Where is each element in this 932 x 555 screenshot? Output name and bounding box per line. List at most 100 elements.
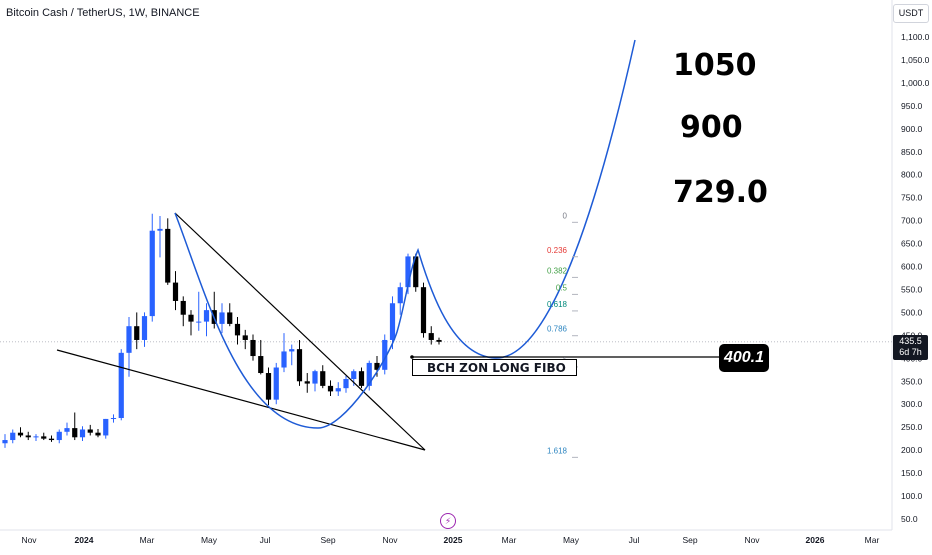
x-tick-label-9: May [563, 535, 580, 545]
x-tick-label-6: Nov [382, 535, 398, 545]
candle-body-6 [48, 438, 55, 441]
candle-body-41 [320, 371, 326, 386]
support-callout: 400.1 [719, 344, 769, 372]
candle-body-38 [296, 349, 303, 382]
candle-body-24 [188, 314, 194, 322]
candle-body-42 [327, 385, 334, 392]
candle-body-26 [203, 310, 210, 322]
x-tick-label-11: Sep [682, 535, 697, 545]
candle-body-49 [382, 339, 388, 370]
candle-body-2 [17, 432, 24, 436]
target-label-3: 729.0 [673, 175, 768, 210]
candle-body-56 [436, 339, 442, 342]
currency-badge[interactable]: USDT [893, 4, 929, 23]
candle-body-36 [281, 351, 287, 368]
y-tick-label-9: 650.0 [901, 239, 923, 249]
bar-countdown: 6d 7h [899, 347, 922, 357]
support-anchor [410, 355, 414, 359]
candle-body-34 [265, 373, 272, 400]
x-tick-label-2: Mar [140, 535, 155, 545]
x-tick-label-12: Nov [744, 535, 760, 545]
candle-body-17 [134, 326, 140, 340]
y-tick-label-7: 750.0 [901, 193, 923, 203]
x-tick-label-8: Mar [502, 535, 517, 545]
lower-trendline [56, 349, 426, 451]
candle-body-44 [343, 378, 349, 389]
candle-body-47 [366, 362, 372, 386]
candle-body-13 [103, 418, 109, 436]
candle-body-32 [250, 339, 256, 357]
fib-label-1: 0.236 [547, 246, 568, 255]
fib-label-7: 1.618 [547, 446, 568, 455]
candle-body-7 [56, 431, 62, 441]
candle-body-5 [41, 436, 47, 439]
current-price-tag: 435.5 6d 7h [893, 335, 928, 360]
y-tick-label-5: 850.0 [901, 147, 923, 157]
candle-body-3 [25, 435, 31, 438]
target-label-1: 1050 [673, 48, 757, 83]
candle-body-46 [358, 371, 365, 386]
upper-trendline [174, 212, 426, 451]
symbol-title: Bitcoin Cash / TetherUS, 1W, BINANCE [6, 7, 200, 19]
flash-icon[interactable]: ⚡ [440, 513, 456, 529]
candle-body-25 [196, 321, 202, 323]
candle-body-21 [165, 228, 171, 283]
candle-body-33 [258, 356, 264, 374]
candle-body-1 [10, 432, 16, 441]
candle-body-11 [87, 429, 93, 433]
zone-label: BCH ZON LONG FIBO [412, 359, 577, 376]
candle-body-43 [335, 388, 341, 392]
y-tick-label-8: 700.0 [901, 216, 923, 226]
candle-body-29 [227, 312, 233, 324]
candle-body-45 [351, 371, 357, 379]
target-label-2: 900 [680, 110, 743, 145]
candle-body-14 [110, 418, 117, 420]
x-tick-label-1: 2024 [75, 535, 94, 545]
candle-body-53 [413, 256, 419, 288]
candle-body-55 [428, 333, 434, 340]
x-tick-label-0: Nov [21, 535, 37, 545]
fib-label-0: 0 [563, 211, 568, 220]
candle-body-12 [95, 432, 101, 436]
candle-body-51 [397, 287, 403, 304]
y-tick-label-16: 300.0 [901, 399, 923, 409]
candle-body-0 [2, 440, 8, 444]
y-tick-label-6: 800.0 [901, 170, 923, 180]
candle-body-48 [374, 362, 380, 370]
candle-body-19 [149, 230, 155, 317]
candle-body-15 [118, 352, 124, 419]
cup-curve [174, 39, 636, 429]
y-tick-label-4: 900.0 [901, 124, 923, 134]
y-tick-label-21: 50.0 [901, 514, 918, 524]
x-tick-label-10: Jul [629, 535, 640, 545]
y-tick-label-10: 600.0 [901, 262, 923, 272]
candle-body-50 [389, 303, 396, 340]
candle-body-9 [72, 428, 78, 438]
x-tick-label-3: May [201, 535, 218, 545]
x-tick-label-14: Mar [865, 535, 880, 545]
y-tick-label-2: 1,000.0 [901, 78, 930, 88]
candle-body-54 [420, 287, 427, 334]
fib-label-2: 0.382 [547, 266, 568, 275]
x-tick-label-4: Jul [260, 535, 271, 545]
candle-body-18 [141, 316, 148, 340]
candle-body-39 [304, 381, 310, 384]
candle-body-4 [33, 436, 39, 438]
candle-body-52 [405, 256, 411, 288]
y-tick-label-0: 1,100.0 [901, 32, 930, 42]
candle-body-22 [172, 282, 179, 301]
y-tick-label-19: 150.0 [901, 468, 923, 478]
fib-label-4: 0.618 [547, 300, 568, 309]
y-tick-label-11: 550.0 [901, 284, 923, 294]
y-tick-label-12: 500.0 [901, 307, 923, 317]
y-tick-label-1: 1,050.0 [901, 55, 930, 65]
x-tick-label-13: 2026 [806, 535, 825, 545]
candle-body-23 [180, 300, 186, 315]
fib-label-3: 0.5 [556, 283, 568, 292]
candle-body-16 [126, 326, 132, 353]
candle-body-35 [273, 367, 279, 400]
current-price: 435.5 [899, 336, 922, 346]
candle-body-40 [312, 371, 318, 384]
